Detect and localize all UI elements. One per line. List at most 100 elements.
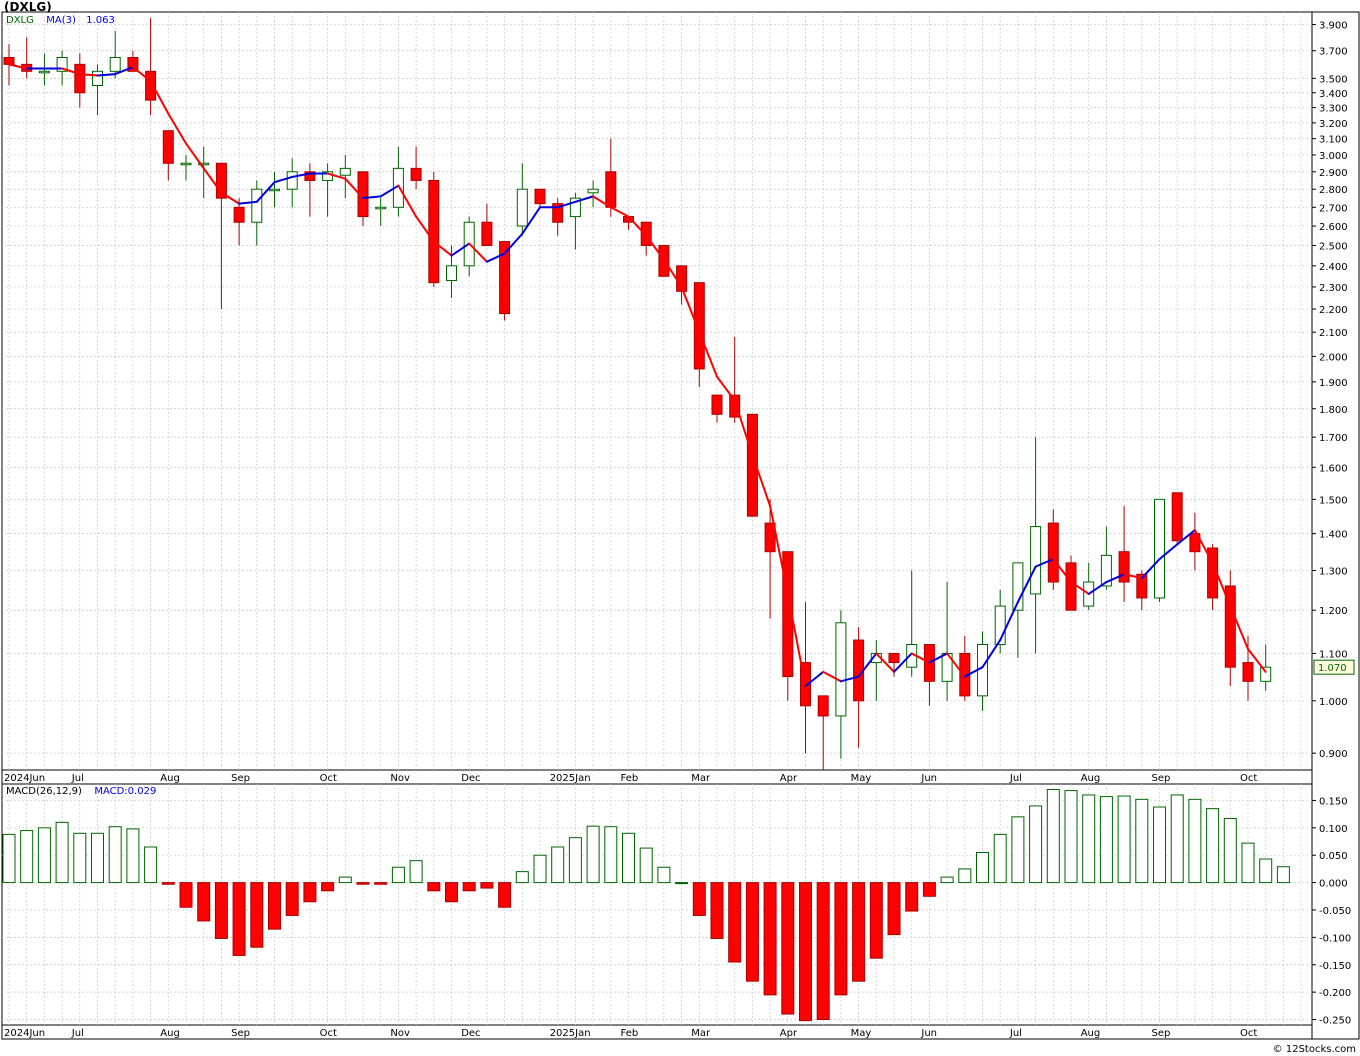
ma3-segment: [839, 675, 860, 683]
macd-bar: [1135, 798, 1149, 884]
candle-body: [569, 197, 581, 218]
macd-bar: [622, 832, 635, 884]
macd-bar: [480, 882, 494, 889]
price-ytick-label: 2.500: [1319, 242, 1348, 253]
ma3-segment: [344, 177, 364, 200]
macd-xtick-label: Aug: [160, 1028, 180, 1039]
candle-body: [693, 282, 705, 370]
macd-bar: [905, 882, 919, 912]
price-ytick-label: 3.000: [1319, 151, 1348, 162]
macd-bar: [126, 828, 140, 884]
candle-body: [481, 221, 493, 247]
candle-body: [994, 605, 1006, 645]
price-ytick-label: 3.300: [1319, 104, 1348, 115]
price-xtick-label: Oct: [320, 773, 337, 784]
macd-xtick-label: May: [851, 1028, 872, 1039]
ma3-segment: [362, 195, 382, 200]
macd-bar: [338, 876, 352, 884]
ma3-segment: [8, 63, 28, 70]
price-ytick-label: 2.200: [1319, 305, 1348, 316]
macd-bar: [179, 882, 193, 908]
price-xtick-label: Nov: [390, 773, 410, 784]
candle-body: [746, 413, 758, 517]
candle-body: [446, 265, 457, 282]
candle-body: [56, 56, 68, 72]
candle-body: [1100, 554, 1112, 587]
macd-bar: [285, 882, 299, 916]
candle-body: [127, 56, 139, 72]
macd-ytick-label: 0.000: [1319, 879, 1348, 890]
macd-bar: [108, 826, 122, 884]
macd-bar: [1223, 818, 1237, 884]
price-ytick-label: 2.000: [1319, 352, 1348, 363]
macd-label: MACD(26,12,9): [6, 786, 82, 797]
candle-body: [1012, 562, 1024, 611]
price-ytick-label: 3.700: [1319, 47, 1348, 58]
ma3-segment: [556, 200, 577, 209]
macd-xtick-label: Jun: [920, 1028, 937, 1039]
macd-bar: [303, 882, 317, 903]
candle-body: [357, 171, 369, 218]
candle-body: [552, 203, 564, 223]
macd-xtick-label: Apr: [780, 1028, 798, 1039]
site-credit: © 12Stocks.com: [1272, 1044, 1356, 1055]
ma3-segment: [1247, 647, 1267, 673]
candle-body: [587, 188, 599, 194]
candle-body: [1189, 533, 1201, 553]
xaxis-labels: 2024Jun 2024Jun Jul Jul Aug Aug Sep Sep Oct Oct No…: [4, 773, 1257, 1039]
macd-bar: [869, 882, 883, 959]
ma3-segment: [149, 80, 170, 115]
ma3-segment: [1016, 565, 1037, 604]
ma3-segment: [238, 200, 258, 205]
macd-bar: [214, 882, 228, 939]
macd-xtick-label: Dec: [461, 1028, 480, 1039]
candle-body: [1242, 662, 1254, 682]
ma3-segment: [963, 666, 984, 678]
ma3-segment: [78, 73, 99, 77]
macd-xaxis-strip: [1, 1024, 1313, 1040]
candle-body: [1047, 522, 1059, 583]
right-axis-frame: [1311, 11, 1360, 1040]
ma3-segment: [485, 252, 506, 263]
macd-bar: [1064, 790, 1078, 884]
price-ytick-label: 2.600: [1319, 222, 1348, 233]
macd-bar: [20, 830, 34, 884]
macd-bar: [816, 882, 830, 1021]
macd-bar: [91, 832, 104, 884]
price-ytick-label: 1.800: [1319, 405, 1348, 416]
macd-yaxis: 0.150 0.100 0.050 0.000 -0.050 -0.100 -0.150 -0…: [2, 796, 1351, 1027]
ma3-line: [8, 63, 1267, 688]
ma3-segment: [1087, 581, 1108, 595]
price-ytick-label: 2.400: [1319, 262, 1348, 273]
candle-body: [1260, 666, 1272, 682]
candle-body: [92, 70, 103, 86]
ma3-segment: [592, 195, 612, 209]
candle-body: [1030, 526, 1042, 595]
ma3-segment: [645, 234, 665, 261]
macd-bar: [568, 837, 582, 884]
macd-xtick-label: Oct: [320, 1028, 337, 1039]
ma3-segment: [185, 142, 205, 170]
ma3-segment: [1123, 573, 1143, 580]
price-ytick-label: 1.900: [1319, 378, 1348, 389]
ma3-segment: [946, 652, 966, 678]
candle-body: [640, 221, 652, 247]
macd-ytick-label: -0.050: [1319, 906, 1351, 917]
ma3-segment: [432, 240, 453, 257]
ma3-segment: [1176, 529, 1196, 546]
price-ytick-label: 1.300: [1319, 566, 1348, 577]
candle-body: [74, 63, 86, 94]
macd-bar: [799, 882, 812, 1022]
macd-bar: [1241, 842, 1255, 884]
macd-ytick-label: 0.050: [1319, 851, 1348, 862]
macd-xtick-label: 2024Jun: [4, 1028, 45, 1039]
ma3-segment: [928, 652, 949, 664]
macd-bar: [161, 882, 175, 885]
macd-bar: [445, 882, 458, 903]
candle-body: [977, 643, 988, 697]
ma3-segment: [769, 505, 789, 595]
price-yaxis: 0.900 1.000 1.100 1.200 1.300 1.400 1.500 1.600…: [2, 21, 1348, 760]
macd-bar: [1046, 788, 1060, 884]
candle-body: [304, 171, 316, 181]
price-ytick-label: 3.500: [1319, 74, 1348, 85]
